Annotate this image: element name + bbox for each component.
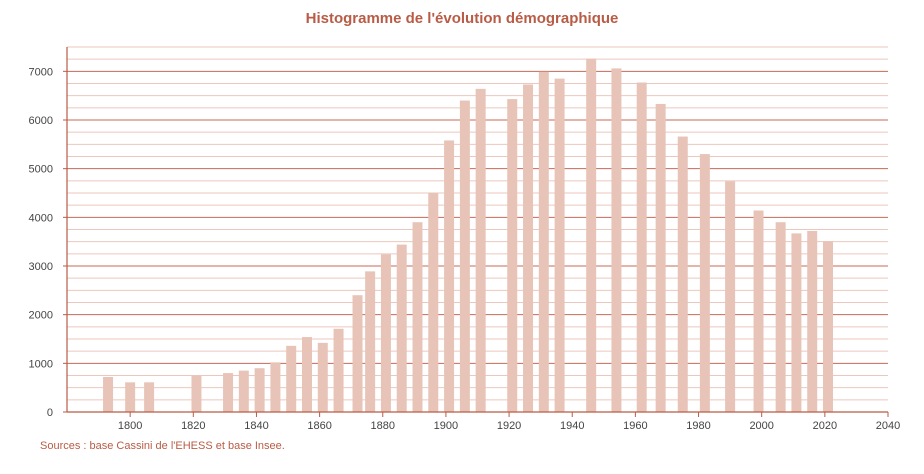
bar [475, 88, 486, 412]
bar [333, 328, 344, 412]
bar [144, 382, 155, 412]
x-tick-label: 2000 [749, 420, 773, 432]
y-tick-label: 5000 [29, 164, 53, 176]
x-tick-label: 1960 [623, 420, 647, 432]
chart-source-note: Sources : base Cassini de l'EHESS et bas… [40, 440, 285, 452]
y-tick-label: 3000 [29, 261, 53, 273]
bar [428, 192, 439, 412]
bar [254, 368, 265, 412]
x-tick-label: 1940 [560, 420, 584, 432]
bar [191, 375, 202, 412]
bar [380, 254, 391, 412]
x-tick-label: 1840 [244, 420, 268, 432]
y-tick-label: 2000 [29, 310, 53, 322]
bar [699, 154, 710, 413]
bar [775, 222, 786, 412]
bar [365, 271, 376, 412]
x-tick-label: 1860 [307, 420, 331, 432]
x-tick-label: 1900 [434, 420, 458, 432]
bar [352, 295, 363, 412]
x-tick-label: 2040 [876, 420, 900, 432]
bar [459, 100, 470, 413]
axes [66, 47, 888, 413]
bar [238, 370, 249, 412]
bar [586, 58, 597, 413]
chart-title: Histogramme de l'évolution démographique [305, 10, 619, 27]
y-tick-label: 4000 [29, 212, 53, 224]
bar [412, 222, 423, 412]
x-tick-label: 2020 [813, 420, 837, 432]
bars [103, 58, 834, 413]
y-tick-label: 7000 [29, 66, 53, 78]
x-tick-label: 1920 [497, 420, 521, 432]
bar [753, 210, 764, 412]
bar [507, 99, 518, 412]
bar [725, 181, 736, 412]
x-tick-label: 1980 [686, 420, 710, 432]
bar [301, 337, 312, 412]
bar [807, 230, 818, 412]
x-tick-label: 1820 [181, 420, 205, 432]
bar [823, 241, 834, 412]
x-tick-labels: 1800 1820 1840 1860 1880 1900 1920 1940 1960 1980… [118, 412, 900, 432]
bar [677, 136, 688, 412]
bar [611, 68, 622, 412]
bar [125, 382, 136, 412]
bar [317, 342, 328, 412]
bar [270, 362, 281, 412]
y-tick-labels: 0 1000 2000 3000 4000 5000 6000 7000 [29, 66, 67, 419]
bar [396, 244, 407, 412]
y-tick-label: 0 [47, 407, 53, 419]
bar [554, 78, 565, 412]
bar [286, 345, 297, 412]
x-tick-label: 1800 [118, 420, 142, 432]
bar [103, 376, 114, 412]
bar [523, 84, 534, 413]
bar [223, 373, 234, 412]
y-tick-label: 6000 [29, 115, 53, 127]
y-tick-label: 1000 [29, 358, 53, 370]
bar [636, 82, 647, 412]
bar [791, 233, 802, 412]
bar [538, 71, 549, 412]
bar [444, 140, 455, 412]
x-tick-label: 1880 [371, 420, 395, 432]
bar [655, 103, 666, 412]
